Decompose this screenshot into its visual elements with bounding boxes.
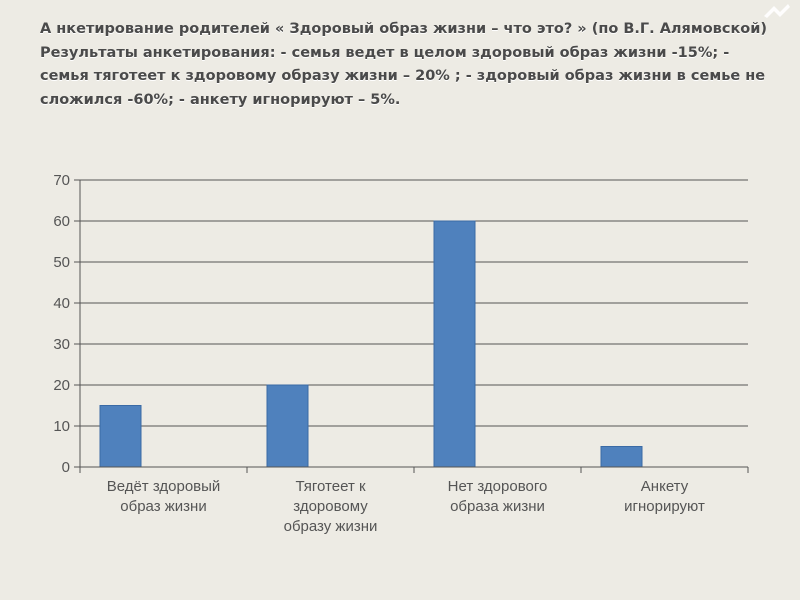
x-axis bbox=[74, 466, 749, 473]
category-label-line: образ жизни bbox=[120, 498, 206, 515]
bar bbox=[433, 220, 476, 468]
category-label-line: Тяготеет к bbox=[295, 478, 366, 495]
category-labels: Ведёт здоровый образ жизни Тяготеет к здоро… bbox=[107, 478, 705, 535]
category-label-line: Нет здорового bbox=[448, 478, 548, 495]
y-tick-label: 60 bbox=[53, 213, 70, 230]
y-tick-label: 70 bbox=[53, 172, 70, 189]
slide-title: А нкетирование родителей « Здоровый обра… bbox=[40, 21, 768, 108]
category-label-line: образа жизни bbox=[450, 498, 545, 515]
y-tick-label: 20 bbox=[53, 377, 70, 394]
category-label-line: здоровому bbox=[293, 498, 368, 515]
grid-lines bbox=[74, 179, 748, 427]
y-tick-label: 30 bbox=[53, 336, 70, 353]
category-label: Анкету игнорируют bbox=[624, 478, 705, 515]
category-label: Ведёт здоровый образ жизни bbox=[107, 478, 221, 515]
y-tick-label: 10 bbox=[53, 418, 70, 435]
category-label-line: образу жизни bbox=[284, 518, 378, 535]
bar bbox=[600, 446, 643, 468]
y-tick-label: 50 bbox=[53, 254, 70, 271]
category-label: Тяготеет к здоровому образу жизни bbox=[284, 478, 378, 535]
corner-decoration bbox=[764, 4, 790, 18]
category-label-line: игнорируют bbox=[624, 498, 705, 515]
y-axis: 0 10 20 30 40 50 60 70 bbox=[53, 172, 81, 476]
category-label: Нет здорового образа жизни bbox=[448, 478, 548, 515]
bars bbox=[99, 220, 643, 468]
bar bbox=[99, 405, 142, 468]
y-tick-label: 0 bbox=[62, 459, 70, 476]
bar bbox=[266, 384, 309, 468]
category-label-line: Анкету bbox=[641, 478, 689, 495]
y-tick-label: 40 bbox=[53, 295, 70, 312]
category-label-line: Ведёт здоровый bbox=[107, 478, 221, 495]
